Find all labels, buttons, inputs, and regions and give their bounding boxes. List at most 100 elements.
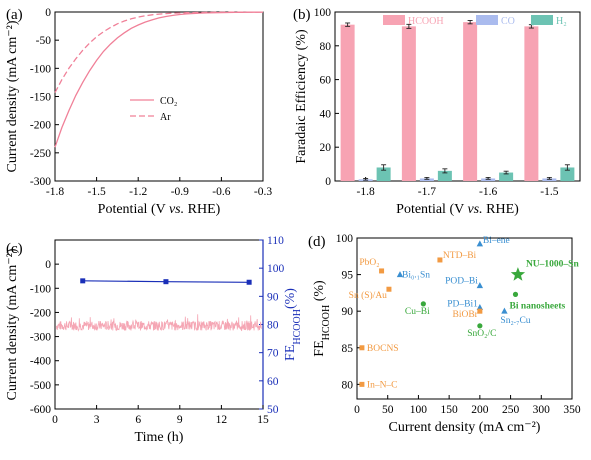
x-axis-label: Potential (V vs. RHE) — [98, 202, 221, 217]
x-tick-label: -1.8 — [46, 186, 64, 198]
y-tick-label: -150 — [30, 92, 51, 104]
point-label: Bi–ene — [483, 236, 510, 246]
triangle-marker — [501, 307, 508, 314]
x-tick-label: 15 — [257, 414, 269, 426]
x-tick-label: 150 — [441, 404, 459, 416]
triangle-marker — [476, 304, 484, 311]
bar-h — [499, 172, 514, 181]
x-tick-label: -1.5 — [540, 186, 558, 198]
plot-frame — [54, 11, 264, 182]
y-tick-label: -100 — [30, 283, 51, 295]
y-tick-label: 100 — [314, 7, 332, 19]
panel-c-stability-chart: 0 3 6 9 12 15 -600 -500 -400 -300 -200 -100 0 50 60 70 8… — [5, 235, 303, 445]
y-tick-label: -200 — [30, 120, 51, 132]
square-marker — [437, 257, 443, 263]
star-marker — [510, 267, 526, 281]
y-right-tick-label: 110 — [267, 235, 284, 247]
y-axis-label: FEHCOOH (%) — [312, 280, 332, 357]
y-tick-label: 85 — [342, 343, 354, 355]
series-line-co2 — [54, 11, 264, 148]
y-axis-label-right-main: FE — [283, 345, 298, 361]
x-tick-label: 9 — [177, 414, 183, 426]
x-tick-label: 50 — [382, 404, 394, 416]
y-right-tick-label: 70 — [267, 348, 279, 360]
x-tick-label: 100 — [410, 404, 428, 416]
circle-marker — [512, 291, 519, 297]
plot-frame — [334, 11, 581, 182]
y-tick-label: 0 — [45, 7, 51, 19]
y-axis-label-main: FE — [312, 340, 327, 356]
x-axis-label: Time (h) — [135, 430, 184, 445]
x-axis-label-italic: vs. — [169, 202, 184, 217]
bar-hcooh — [340, 24, 355, 181]
y-tick-label: -400 — [30, 356, 51, 368]
point-label: Bi₀.₁Sn — [402, 271, 430, 281]
legend-swatch — [476, 15, 498, 25]
y-axis-label-sub: HCOOH — [321, 305, 332, 341]
x-tick-label: -1.8 — [357, 186, 375, 198]
y-right-tick-label: 100 — [267, 263, 285, 275]
bar-hcooh — [401, 26, 416, 181]
panel-label-a: (a) — [6, 7, 23, 23]
x-axis-label-main: Potential (V — [396, 202, 467, 217]
bar-h — [437, 170, 452, 181]
y-tick-label: -100 — [30, 63, 51, 75]
x-axis-label-main: Potential (V — [98, 202, 169, 217]
legend-label: H₂ — [556, 16, 567, 27]
y-tick-label: 20 — [320, 142, 332, 154]
y-right-tick-label: 60 — [267, 376, 279, 388]
y-axis-label: Current density (mA cm⁻²) — [5, 20, 20, 172]
point-label: PD–Bi1 — [447, 300, 478, 310]
panel-label-d: (d) — [308, 234, 326, 250]
x-tick-label: 3 — [94, 414, 100, 426]
point-label: Bi nanosheets — [509, 301, 565, 311]
panel-label-c: (c) — [6, 241, 23, 257]
square-marker — [359, 345, 365, 351]
triangle-marker — [476, 240, 484, 247]
y-tick-label: 0 — [325, 176, 331, 188]
x-tick-label: -0.3 — [254, 186, 272, 198]
fe-hcooh-point — [246, 279, 252, 285]
triangle-marker — [476, 282, 484, 289]
bar-hcooh — [463, 22, 478, 181]
x-tick-label: -1.2 — [129, 186, 147, 198]
y-tick-label: 95 — [342, 270, 354, 282]
point-label: NU–1000–Sn — [526, 260, 580, 270]
point-label: SnO₂/C — [467, 329, 496, 339]
x-tick-label: -1.6 — [479, 186, 497, 198]
y-tick-label: -300 — [30, 332, 51, 344]
y-axis-label-right-sub: HCOOH — [292, 309, 303, 345]
square-marker — [379, 268, 385, 274]
bar-hcooh — [524, 26, 539, 181]
x-tick-label: -0.9 — [171, 186, 189, 198]
y-right-tick-label: 80 — [267, 320, 279, 332]
fe-hcooh-point — [163, 279, 169, 285]
x-axis-label-tail: RHE) — [483, 202, 520, 217]
y-tick-label: -200 — [30, 307, 51, 319]
square-marker — [386, 286, 392, 292]
legend-swatch — [531, 15, 553, 25]
circle-marker — [477, 323, 483, 329]
y-tick-label: 0 — [45, 259, 51, 271]
y-right-tick-label: 50 — [267, 404, 279, 416]
panel-a-lsv-chart: -1.8 -1.5 -1.2 -0.9 -0.6 -0.3 -300 -250 -200 -150… — [5, 7, 272, 217]
x-tick-label: 250 — [502, 404, 520, 416]
x-tick-label: 12 — [216, 414, 228, 426]
x-tick-label: 0 — [354, 404, 360, 416]
x-axis-label: Current density (mA cm⁻²) — [389, 420, 541, 435]
y-axis-label-right: FEHCOOH(%) — [283, 288, 303, 361]
point-label: Sn (S)/Au — [349, 290, 388, 301]
x-tick-label: -1.7 — [418, 186, 436, 198]
point-label: Sn₂.₇Cu — [500, 316, 530, 326]
series-line-ar — [54, 11, 263, 93]
y-tick-label: 80 — [342, 379, 354, 391]
point-label: POD–Bi — [445, 277, 478, 287]
y-right-tick-label: 90 — [267, 291, 279, 303]
x-axis-label: Potential (V vs. RHE) — [396, 202, 519, 217]
x-axis-label-tail: RHE) — [184, 202, 221, 217]
y-tick-label: 60 — [320, 75, 332, 87]
fe-hcooh-point — [80, 278, 86, 284]
x-tick-label: -0.6 — [212, 186, 230, 198]
bar-h — [560, 167, 575, 181]
y-tick-label: -250 — [30, 148, 51, 160]
